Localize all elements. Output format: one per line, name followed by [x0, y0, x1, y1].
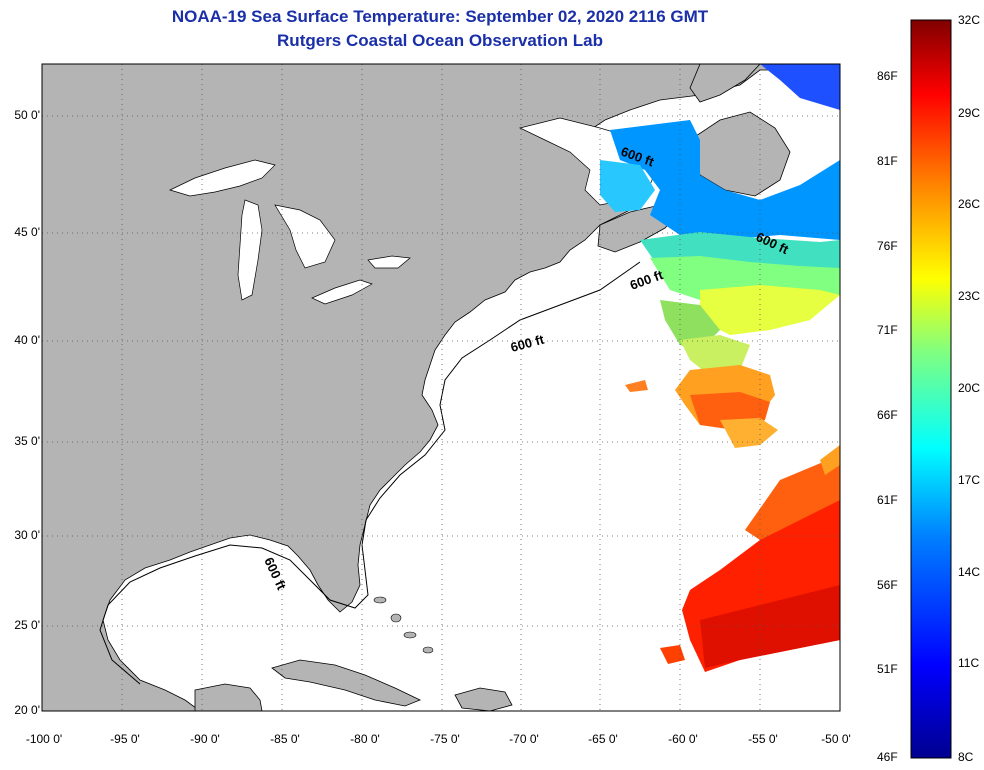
colorbar-f-label: 66F	[877, 408, 898, 422]
land-yucatan	[194, 683, 263, 711]
lon-tick-label: -50 0'	[821, 732, 851, 746]
land-cuba	[271, 659, 421, 707]
lat-tick-label: 40 0'	[14, 333, 40, 347]
lon-tick-label: -90 0'	[190, 732, 220, 746]
lon-tick-label: -80 0'	[350, 732, 380, 746]
colorbar-c-label: 11C	[958, 656, 980, 670]
isobath-600ft	[99, 261, 641, 685]
map-title: NOAA-19 Sea Surface Temperature: Septemb…	[171, 7, 709, 26]
sst-data-central	[625, 365, 778, 448]
colorbar-c-label: 8C	[958, 750, 974, 764]
lon-tick-label: -100 0'	[25, 732, 63, 746]
colorbar-f-label: 71F	[877, 323, 898, 337]
lat-tick-label: 30 0'	[14, 528, 40, 542]
colorbar-c-label: 26C	[958, 197, 981, 211]
land-labrador	[689, 64, 761, 103]
lon-tick-label: -60 0'	[668, 732, 698, 746]
map-subtitle: Rutgers Coastal Ocean Observation Lab	[277, 31, 603, 50]
lake-huron	[274, 204, 336, 269]
colorbar-c-label: 23C	[958, 289, 981, 303]
colorbar-f-label: 61F	[877, 493, 898, 507]
land-hispaniola	[454, 687, 513, 711]
graticule	[42, 64, 840, 711]
colorbar-f-label: 76F	[877, 239, 898, 253]
colorbar-c-label: 14C	[958, 565, 981, 579]
colorbar-f-label: 46F	[877, 750, 898, 764]
colorbar-c-label: 29C	[958, 106, 981, 120]
land-bahamas	[373, 596, 434, 654]
map-frame	[41, 63, 841, 712]
colorbar-c-label: 17C	[958, 473, 981, 487]
lake-ontario	[367, 255, 411, 269]
lon-tick-label: -85 0'	[270, 732, 300, 746]
colorbar-f-label: 86F	[877, 69, 898, 83]
lon-tick-label: -70 0'	[509, 732, 539, 746]
lon-tick-label: -65 0'	[588, 732, 618, 746]
lon-tick-label: -95 0'	[110, 732, 140, 746]
lat-tick-label: 20 0'	[14, 703, 40, 717]
lat-tick-label: 50 0'	[14, 108, 40, 122]
lat-tick-label: 35 0'	[14, 434, 40, 448]
colorbar-f-label: 51F	[877, 662, 898, 676]
lon-tick-label: -75 0'	[430, 732, 460, 746]
sst-data-north	[600, 64, 840, 372]
colorbar-c-label: 32C	[958, 13, 981, 27]
colorbar	[910, 19, 952, 759]
lon-tick-label: -55 0'	[748, 732, 778, 746]
colorbar-f-label: 81F	[877, 154, 898, 168]
lake-erie	[311, 279, 373, 305]
lake-michigan	[237, 199, 263, 301]
colorbar-f-label: 56F	[877, 578, 898, 592]
lat-tick-label: 25 0'	[14, 618, 40, 632]
sst-data-south	[660, 445, 840, 672]
lake-superior	[169, 159, 276, 197]
colorbar-c-label: 20C	[958, 381, 981, 395]
lat-tick-label: 45 0'	[14, 225, 40, 239]
